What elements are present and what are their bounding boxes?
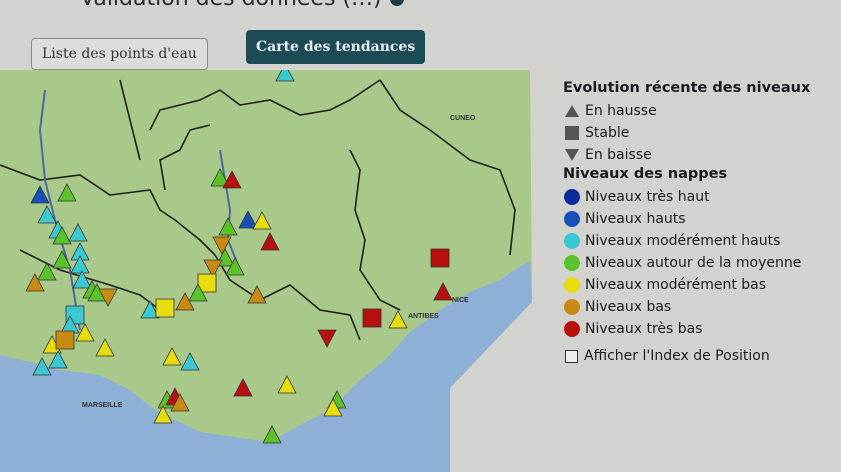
position-index-checkbox[interactable]: Afficher l'Index de Position	[563, 348, 810, 364]
marker-moderement-bas-up[interactable]	[388, 310, 408, 329]
checkbox-icon[interactable]	[565, 349, 578, 363]
marker-moyenne-up[interactable]	[57, 183, 77, 202]
circle-icon	[563, 277, 581, 293]
label-marseille: MARSEILLE	[82, 402, 123, 409]
marker-moderement-bas-up[interactable]	[252, 211, 272, 230]
circle-icon	[563, 233, 581, 249]
legend-label: Niveaux hauts	[585, 211, 686, 227]
marker-hauts-up[interactable]	[30, 185, 50, 204]
marker-moderement-hauts-up[interactable]	[72, 270, 92, 289]
legend-level-tres-bas: Niveaux très bas	[563, 318, 810, 340]
legend-label: Stable	[585, 125, 630, 141]
marker-moderement-hauts-up[interactable]	[68, 223, 88, 242]
marker-moyenne-up[interactable]	[52, 226, 72, 245]
marker-moderement-bas-up[interactable]	[75, 323, 95, 342]
levels-legend-title: Niveaux des nappes	[563, 166, 728, 182]
marker-moderement-hauts-up[interactable]	[180, 352, 200, 371]
rivers	[38, 89, 241, 331]
legend-label: Niveaux bas	[585, 299, 672, 315]
marker-bas-down[interactable]	[212, 236, 232, 255]
trend-map[interactable]: MARSEILLE CUNEO ANTIBES NICE	[0, 70, 540, 472]
page-title: Validation des données (…)	[80, 0, 404, 11]
marker-bas-down[interactable]	[98, 288, 118, 307]
legend-label: En hausse	[585, 103, 657, 119]
marker-moderement-hauts-up[interactable]	[37, 205, 57, 224]
marker-bas-stable[interactable]	[55, 330, 75, 350]
circle-icon	[563, 255, 581, 271]
marker-moyenne-up[interactable]	[52, 250, 72, 269]
legend-label: Niveaux modérément bas	[585, 277, 767, 293]
help-icon[interactable]	[389, 0, 404, 6]
legend-trend-stable: Stable	[563, 122, 810, 144]
legend-level-tres-haut: Niveaux très haut	[563, 186, 810, 208]
legend-label: Niveaux très haut	[585, 189, 710, 205]
marker-moyenne-up[interactable]	[210, 168, 230, 187]
triangle-down-icon	[563, 148, 581, 162]
legend-level-moderement-hauts: Niveaux modérément hauts	[563, 230, 810, 252]
legend-level-moyenne: Niveaux autour de la moyenne	[563, 252, 810, 274]
label-nice: NICE	[452, 297, 469, 304]
legend-label: Niveaux modérément hauts	[585, 233, 781, 249]
marker-moderement-hauts-up[interactable]	[48, 350, 68, 369]
circle-icon	[563, 321, 581, 337]
marker-moderement-bas-up[interactable]	[323, 398, 343, 417]
map-sea	[0, 260, 532, 472]
trend-legend-title: Evolution récente des niveaux	[563, 80, 811, 96]
marker-bas-up[interactable]	[247, 285, 267, 304]
marker-moderement-bas-up[interactable]	[153, 405, 173, 424]
label-cuneo: CUNEO	[450, 115, 476, 122]
marker-tres-bas-stable[interactable]	[362, 308, 382, 328]
map-markers	[25, 70, 453, 444]
marker-bas-up[interactable]	[170, 393, 190, 412]
square-icon	[563, 125, 581, 141]
marker-tres-bas-up[interactable]	[222, 170, 242, 189]
trend-map-button[interactable]: Carte des tendances	[246, 30, 426, 64]
marker-bas-up[interactable]	[25, 273, 45, 292]
legend-label: Niveaux très bas	[585, 321, 703, 337]
marker-tres-bas-up[interactable]	[233, 378, 253, 397]
legend-level-hauts: Niveaux hauts	[563, 208, 810, 230]
circle-icon	[563, 211, 581, 227]
legend-trend-up: En hausse	[563, 100, 810, 122]
marker-moderement-bas-stable[interactable]	[155, 298, 175, 318]
marker-moyenne-up[interactable]	[218, 217, 238, 236]
marker-moderement-bas-stable[interactable]	[197, 273, 217, 293]
marker-moderement-bas-up[interactable]	[162, 347, 182, 366]
marker-moderement-bas-up[interactable]	[95, 338, 115, 357]
legend-trend-down: En baisse	[563, 144, 810, 166]
marker-hauts-up[interactable]	[238, 210, 258, 229]
legend: Evolution récente des niveaux En hausse …	[563, 80, 810, 364]
marker-tres-bas-up[interactable]	[433, 282, 453, 301]
marker-moyenne-up[interactable]	[262, 425, 282, 444]
marker-moderement-hauts-up[interactable]	[70, 255, 90, 274]
marker-moyenne-up[interactable]	[225, 257, 245, 276]
marker-bas-up[interactable]	[175, 292, 195, 311]
legend-level-bas: Niveaux bas	[563, 296, 810, 318]
page-title-text: Validation des données (…)	[80, 0, 382, 11]
checkbox-label: Afficher l'Index de Position	[584, 348, 770, 364]
legend-label: Niveaux autour de la moyenne	[585, 255, 802, 271]
legend-label: En baisse	[585, 147, 652, 163]
marker-moderement-hauts-up[interactable]	[140, 300, 160, 319]
circle-icon	[563, 189, 581, 205]
triangle-up-icon	[563, 104, 581, 118]
marker-tres-bas-up[interactable]	[260, 232, 280, 251]
legend-level-moderement-bas: Niveaux modérément bas	[563, 274, 810, 296]
marker-moderement-bas-up[interactable]	[277, 375, 297, 394]
marker-tres-bas-stable[interactable]	[430, 248, 450, 268]
marker-bas-down[interactable]	[203, 259, 223, 278]
list-water-points-button[interactable]: Liste des points d'eau	[31, 38, 208, 70]
marker-moderement-hauts-up[interactable]	[32, 357, 52, 376]
marker-moyenne-up[interactable]	[188, 283, 208, 302]
label-antibes: ANTIBES	[408, 313, 439, 320]
marker-moyenne-up[interactable]	[37, 262, 57, 281]
circle-icon	[563, 299, 581, 315]
marker-tres-bas-down[interactable]	[317, 329, 337, 348]
marker-moderement-hauts-up[interactable]	[275, 70, 295, 82]
